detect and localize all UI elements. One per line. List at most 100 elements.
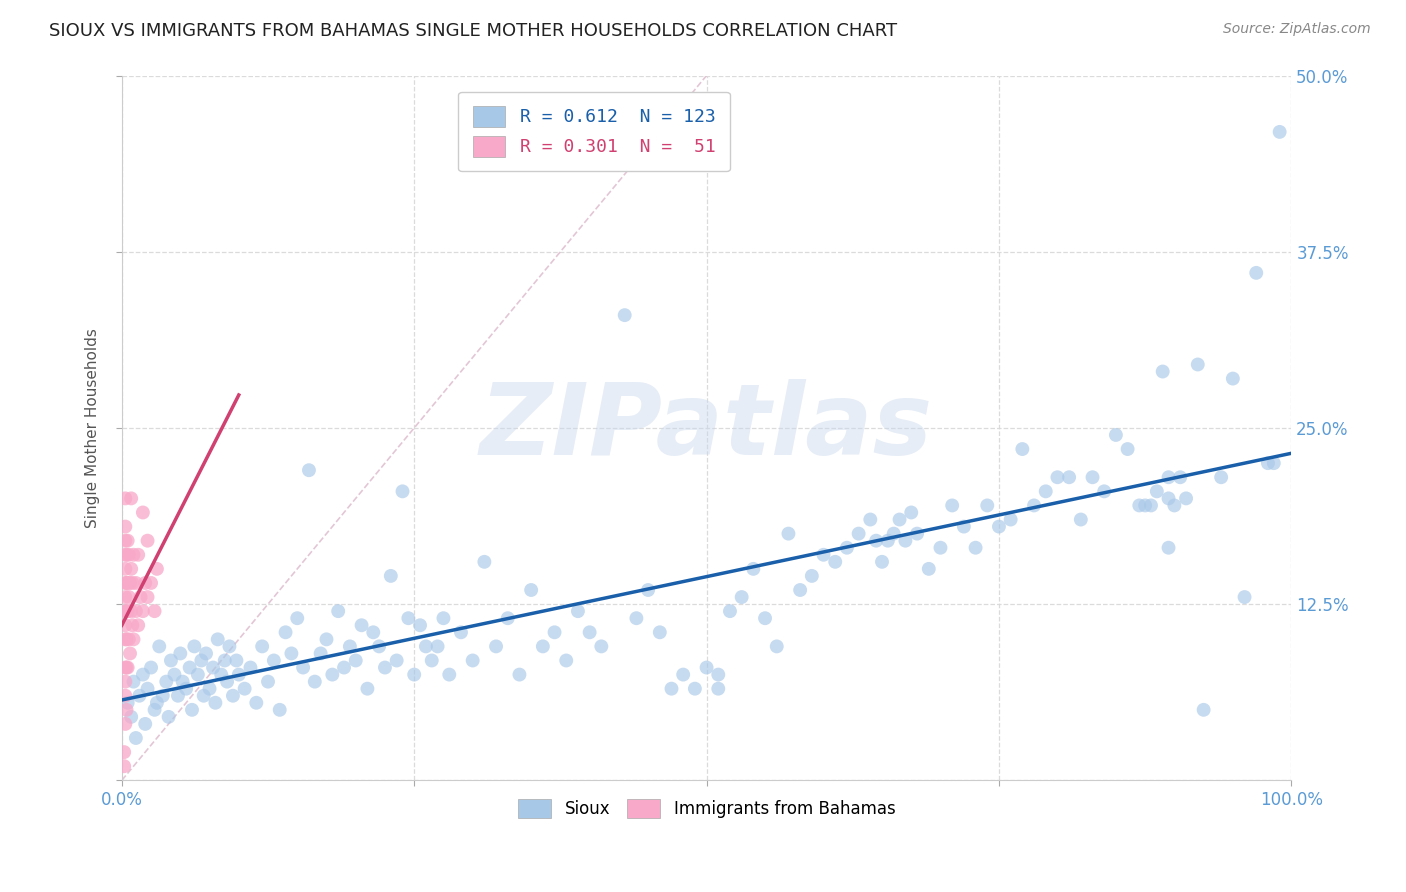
Point [637,582,659,597]
Point [672,667,695,681]
Point [115,548,138,562]
Point [112,745,135,759]
Point [1211,470,1233,484]
Point [112,759,135,773]
Point [292,660,315,674]
Point [1081,470,1104,484]
Legend: Sioux, Immigrants from Bahamas: Sioux, Immigrants from Bahamas [512,793,901,825]
Point [1128,499,1150,513]
Point [143,604,166,618]
Point [298,463,321,477]
Point [520,582,543,597]
Point [1116,442,1139,456]
Point [789,582,811,597]
Point [117,533,139,548]
Point [941,499,963,513]
Point [114,660,136,674]
Point [118,576,141,591]
Point [120,604,142,618]
Point [385,653,408,667]
Point [531,640,554,654]
Point [114,548,136,562]
Point [344,653,367,667]
Point [718,604,741,618]
Point [257,674,280,689]
Point [139,660,162,674]
Point [339,640,361,654]
Point [707,681,730,696]
Point [122,548,145,562]
Point [118,632,141,647]
Point [1175,491,1198,506]
Point [207,632,229,647]
Point [269,703,291,717]
Point [129,590,152,604]
Point [450,625,472,640]
Point [304,674,326,689]
Point [1187,358,1209,372]
Point [146,696,169,710]
Point [976,499,998,513]
Point [1035,484,1057,499]
Point [578,625,600,640]
Point [1244,266,1267,280]
Point [409,618,432,632]
Point [683,681,706,696]
Point [765,640,787,654]
Point [987,519,1010,533]
Point [661,681,683,696]
Point [143,703,166,717]
Point [426,640,449,654]
Point [404,667,426,681]
Point [114,562,136,576]
Point [136,590,159,604]
Point [172,674,194,689]
Point [218,640,240,654]
Point [461,653,484,667]
Text: Source: ZipAtlas.com: Source: ZipAtlas.com [1223,22,1371,37]
Point [396,611,419,625]
Point [114,674,136,689]
Point [222,689,245,703]
Point [1192,703,1215,717]
Point [202,660,225,674]
Point [876,533,898,548]
Point [859,512,882,526]
Point [1157,470,1180,484]
Point [157,710,180,724]
Point [1233,590,1256,604]
Point [350,618,373,632]
Point [321,667,343,681]
Point [800,569,823,583]
Point [117,696,139,710]
Point [889,512,911,526]
Point [125,604,148,618]
Point [865,533,887,548]
Point [778,526,800,541]
Point [193,689,215,703]
Point [122,674,145,689]
Point [263,653,285,667]
Point [139,576,162,591]
Point [122,632,145,647]
Point [160,653,183,667]
Point [1268,125,1291,139]
Point [380,569,402,583]
Point [567,604,589,618]
Point [134,576,156,591]
Point [115,703,138,717]
Point [894,533,917,548]
Point [1257,456,1279,470]
Point [136,681,159,696]
Point [120,710,142,724]
Point [474,555,496,569]
Point [114,533,136,548]
Point [965,541,987,555]
Text: ZIPatlas: ZIPatlas [479,379,934,476]
Point [120,491,142,506]
Point [415,640,437,654]
Point [132,506,155,520]
Y-axis label: Single Mother Households: Single Mother Households [86,328,100,528]
Point [134,717,156,731]
Point [485,640,508,654]
